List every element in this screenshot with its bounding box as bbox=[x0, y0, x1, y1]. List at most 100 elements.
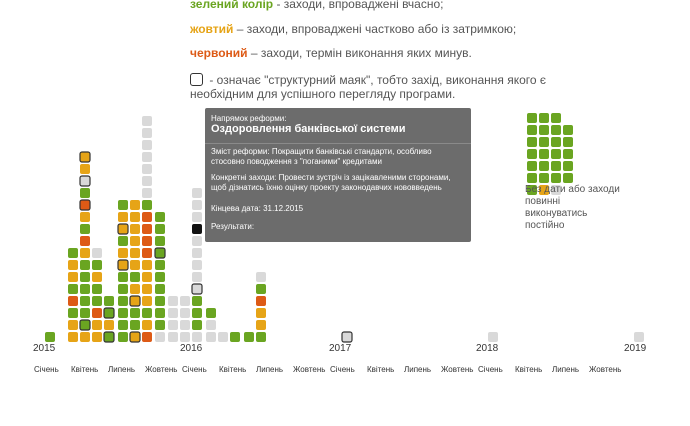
timeline-event-square[interactable] bbox=[68, 272, 78, 282]
timeline-event-square[interactable] bbox=[142, 224, 152, 234]
timeline-event-square[interactable] bbox=[256, 296, 266, 306]
timeline-event-square[interactable] bbox=[142, 164, 152, 174]
timeline-event-square[interactable] bbox=[488, 332, 498, 342]
timeline-event-square[interactable] bbox=[142, 128, 152, 138]
undated-event-square[interactable] bbox=[551, 185, 561, 195]
timeline-event-square[interactable] bbox=[103, 307, 115, 319]
timeline-event-square[interactable] bbox=[168, 308, 178, 318]
timeline-event-square[interactable] bbox=[79, 199, 91, 211]
timeline-event-square[interactable] bbox=[130, 272, 140, 282]
timeline-event-square[interactable] bbox=[142, 296, 152, 306]
timeline-event-square[interactable] bbox=[103, 331, 115, 343]
timeline-event-square[interactable] bbox=[130, 260, 140, 270]
timeline-event-square[interactable] bbox=[80, 248, 90, 258]
timeline-event-square[interactable] bbox=[634, 332, 644, 342]
timeline-event-square[interactable] bbox=[155, 260, 165, 270]
timeline-event-square[interactable] bbox=[130, 308, 140, 318]
timeline-event-square[interactable] bbox=[191, 283, 203, 295]
timeline-event-square[interactable] bbox=[142, 212, 152, 222]
timeline-event-square[interactable] bbox=[68, 248, 78, 258]
timeline-event-square[interactable] bbox=[129, 295, 141, 307]
timeline-event-square[interactable] bbox=[68, 296, 78, 306]
timeline-event-square[interactable] bbox=[180, 320, 190, 330]
undated-event-square[interactable] bbox=[539, 125, 549, 135]
timeline-event-square[interactable] bbox=[80, 188, 90, 198]
timeline-event-square[interactable] bbox=[168, 332, 178, 342]
timeline-event-square[interactable] bbox=[130, 236, 140, 246]
timeline-event-square[interactable] bbox=[230, 332, 240, 342]
timeline-event-square[interactable] bbox=[155, 212, 165, 222]
undated-event-square[interactable] bbox=[527, 173, 537, 183]
timeline-event-square[interactable] bbox=[192, 236, 202, 246]
timeline-event-square[interactable] bbox=[92, 320, 102, 330]
timeline-event-square[interactable] bbox=[45, 332, 55, 342]
timeline-event-square[interactable] bbox=[80, 296, 90, 306]
timeline-event-square[interactable] bbox=[118, 308, 128, 318]
timeline-event-square[interactable] bbox=[155, 272, 165, 282]
timeline-event-square[interactable] bbox=[142, 284, 152, 294]
timeline-event-square[interactable] bbox=[68, 320, 78, 330]
undated-event-square[interactable] bbox=[527, 185, 537, 195]
timeline-event-square[interactable] bbox=[117, 259, 129, 271]
timeline-event-square[interactable] bbox=[155, 332, 165, 342]
timeline-event-square[interactable] bbox=[168, 320, 178, 330]
timeline-event-square[interactable] bbox=[244, 332, 254, 342]
timeline-event-square[interactable] bbox=[192, 260, 202, 270]
timeline-event-square[interactable] bbox=[168, 296, 178, 306]
timeline-event-square[interactable] bbox=[192, 248, 202, 258]
timeline-event-square[interactable] bbox=[80, 308, 90, 318]
timeline-event-square[interactable] bbox=[142, 152, 152, 162]
timeline-event-square[interactable] bbox=[256, 284, 266, 294]
timeline-event-square[interactable] bbox=[142, 320, 152, 330]
undated-event-square[interactable] bbox=[539, 185, 549, 195]
undated-event-square[interactable] bbox=[539, 173, 549, 183]
timeline-event-square[interactable] bbox=[92, 272, 102, 282]
timeline-event-square[interactable] bbox=[341, 331, 353, 343]
timeline-event-square[interactable] bbox=[192, 188, 202, 198]
timeline-event-square[interactable] bbox=[142, 200, 152, 210]
timeline-event-square[interactable] bbox=[80, 212, 90, 222]
timeline-event-square[interactable] bbox=[118, 212, 128, 222]
timeline-event-square[interactable] bbox=[80, 272, 90, 282]
timeline-event-square[interactable] bbox=[256, 308, 266, 318]
timeline-event-square[interactable] bbox=[142, 116, 152, 126]
timeline-event-square[interactable] bbox=[92, 332, 102, 342]
undated-event-square[interactable] bbox=[563, 149, 573, 159]
timeline-event-square[interactable] bbox=[142, 248, 152, 258]
timeline-event-square[interactable] bbox=[68, 308, 78, 318]
timeline-event-square[interactable] bbox=[142, 260, 152, 270]
timeline-event-square[interactable] bbox=[117, 223, 129, 235]
timeline-event-square[interactable] bbox=[256, 332, 266, 342]
undated-event-square[interactable] bbox=[563, 137, 573, 147]
timeline-event-square[interactable] bbox=[142, 308, 152, 318]
timeline-event-square[interactable] bbox=[180, 296, 190, 306]
timeline-event-square[interactable] bbox=[118, 272, 128, 282]
timeline-event-square[interactable] bbox=[118, 332, 128, 342]
timeline-event-square[interactable] bbox=[80, 260, 90, 270]
timeline-event-square[interactable] bbox=[142, 236, 152, 246]
timeline-event-square[interactable] bbox=[130, 248, 140, 258]
undated-event-square[interactable] bbox=[551, 125, 561, 135]
timeline-event-square[interactable] bbox=[180, 308, 190, 318]
timeline-event-square[interactable] bbox=[80, 164, 90, 174]
undated-event-square[interactable] bbox=[539, 149, 549, 159]
undated-event-square[interactable] bbox=[551, 173, 561, 183]
timeline-event-square[interactable] bbox=[192, 296, 202, 306]
timeline-event-square[interactable] bbox=[206, 308, 216, 318]
timeline-event-square[interactable] bbox=[155, 320, 165, 330]
timeline-event-square[interactable] bbox=[142, 332, 152, 342]
timeline-event-square[interactable] bbox=[79, 319, 91, 331]
timeline-event-square[interactable] bbox=[92, 308, 102, 318]
timeline-event-square[interactable] bbox=[130, 224, 140, 234]
timeline-event-square[interactable] bbox=[129, 331, 141, 343]
timeline-event-square[interactable] bbox=[130, 284, 140, 294]
timeline-event-square[interactable] bbox=[192, 320, 202, 330]
undated-event-square[interactable] bbox=[551, 161, 561, 171]
undated-event-square[interactable] bbox=[563, 161, 573, 171]
undated-event-square[interactable] bbox=[527, 149, 537, 159]
timeline-event-square[interactable] bbox=[80, 224, 90, 234]
timeline-event-square[interactable] bbox=[218, 332, 228, 342]
timeline-event-square[interactable] bbox=[192, 272, 202, 282]
undated-event-square[interactable] bbox=[563, 125, 573, 135]
timeline-event-square[interactable] bbox=[206, 332, 216, 342]
